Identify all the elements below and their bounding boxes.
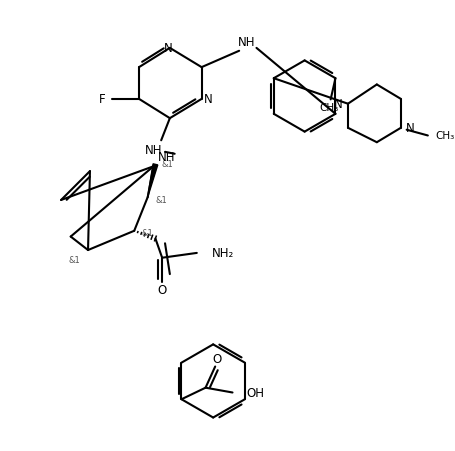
Text: NH: NH: [238, 36, 255, 49]
Text: OH: OH: [245, 386, 263, 399]
Text: &1: &1: [161, 160, 172, 169]
Text: N: N: [163, 42, 172, 55]
Text: NH: NH: [158, 151, 175, 164]
Text: &1: &1: [142, 229, 153, 238]
Polygon shape: [147, 165, 157, 198]
Text: NH: NH: [144, 144, 162, 157]
Text: CH₃: CH₃: [318, 103, 338, 113]
Text: &1: &1: [68, 256, 80, 265]
Text: &1: &1: [155, 195, 167, 204]
Text: F: F: [99, 93, 105, 106]
Text: N: N: [405, 122, 414, 135]
Text: N: N: [203, 93, 212, 106]
Text: N: N: [334, 98, 342, 111]
Text: O: O: [157, 283, 167, 296]
Text: CH₃: CH₃: [435, 131, 454, 141]
Text: NH₂: NH₂: [212, 247, 234, 260]
Text: O: O: [212, 353, 221, 365]
